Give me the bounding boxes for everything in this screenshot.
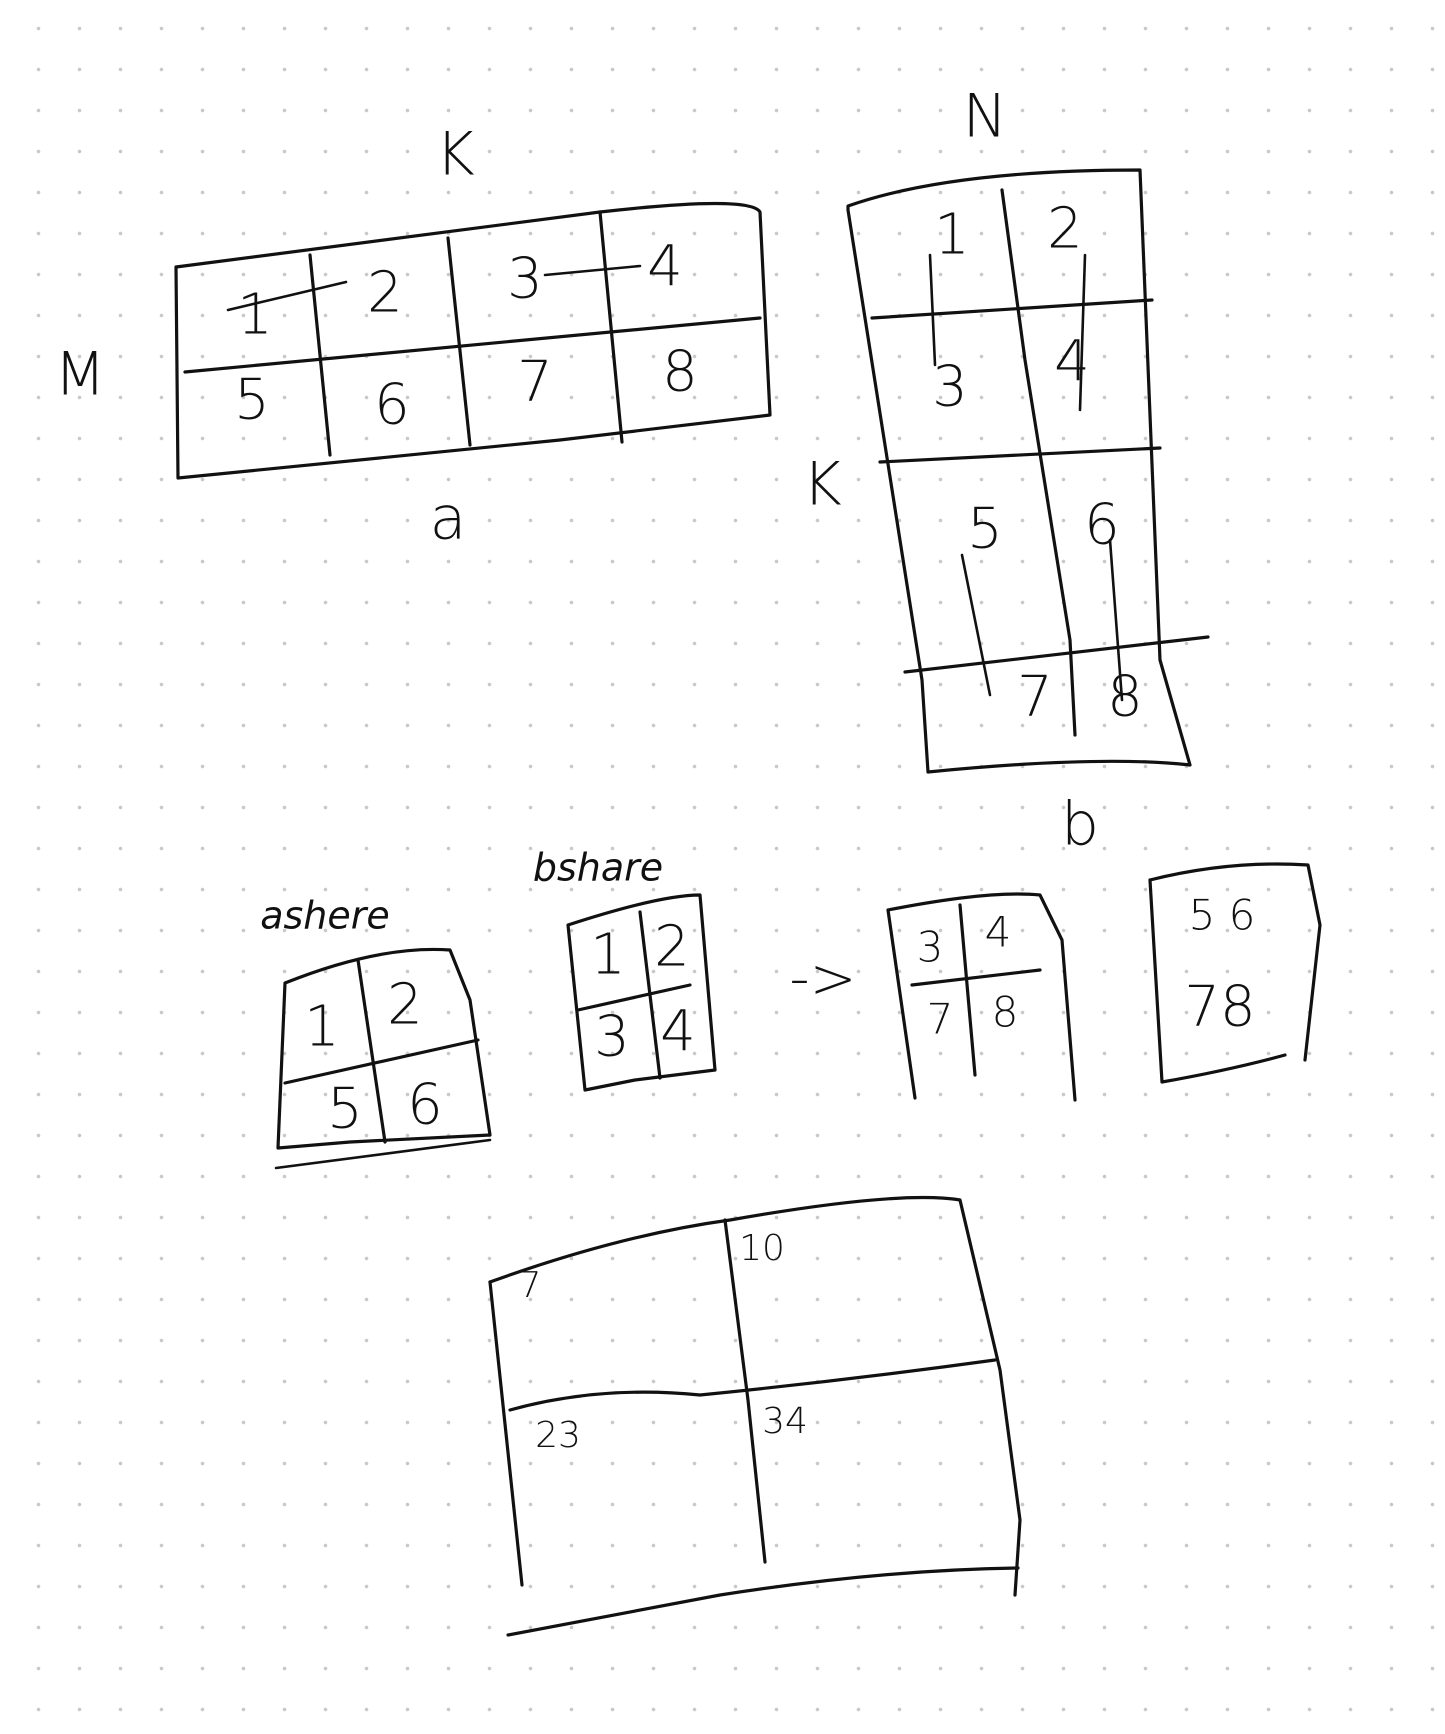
matrix-a-cell: 5 — [234, 367, 270, 432]
result-col-divider — [723, 1218, 767, 1564]
b-next-tile-1: 3 4 7 8 — [886, 892, 1077, 1102]
matrix-a-col-divider-1 — [308, 253, 332, 457]
b-shared-cell: 3 — [594, 1004, 630, 1069]
matrix-a-outline — [174, 201, 772, 480]
a-shared-cell: 6 — [407, 1072, 443, 1137]
result-bottom-edge — [506, 1566, 1020, 1637]
matrix-b-cell: 5 — [967, 496, 1003, 561]
result-row-divider — [508, 1358, 997, 1412]
b-next-2-outline — [1148, 862, 1322, 1084]
matrix-a-row-dim-label: M — [54, 340, 106, 410]
b-shared-label: bshare — [533, 846, 663, 890]
matrix-b-cell: 2 — [1047, 196, 1083, 261]
result-cell: 10 — [739, 1228, 785, 1269]
result-tile: 7 10 23 34 — [488, 1195, 1022, 1637]
matrix-b-col-divider — [1000, 188, 1077, 737]
matrix-a-cell: 1 — [237, 282, 273, 347]
matrix-b-cell: 4 — [1054, 329, 1090, 394]
matrix-a: K M 1 2 3 4 5 6 7 8 a — [54, 120, 772, 554]
b-shared-cell: 2 — [654, 914, 690, 979]
a-shared-cell: 2 — [387, 972, 423, 1037]
matrix-b-outline — [846, 168, 1192, 774]
matrix-a-cell: 4 — [647, 234, 683, 299]
b-shared-col-divider — [638, 910, 662, 1080]
matrix-b-cell: 1 — [934, 202, 970, 267]
matrix-a-cell: 3 — [507, 246, 543, 311]
a-shared-col-divider — [356, 958, 387, 1144]
matrix-a-col-dim-label: K — [435, 120, 474, 190]
b-next-1-cell: 8 — [992, 988, 1019, 1037]
matrix-a-col-divider-3 — [598, 210, 624, 444]
result-left-edge — [488, 1280, 524, 1587]
matrix-a-cell: 7 — [517, 349, 553, 414]
matrix-a-cell: 2 — [367, 260, 403, 325]
matrix-b-cell: 8 — [1107, 664, 1143, 729]
b-next-1-col-divider — [958, 903, 977, 1077]
b-next-tile-2: 5 6 78 — [1148, 862, 1322, 1084]
b-next-1-cell: 7 — [927, 995, 954, 1044]
matrix-b-trace-col1 — [928, 253, 992, 697]
b-shared-tile: bshare 1 2 3 4 — [533, 846, 717, 1092]
matrix-b: N K 1 2 3 4 5 6 7 8 b — [802, 82, 1210, 860]
b-next-1-cell: 3 — [917, 923, 944, 972]
matrix-b-row-divider-3 — [903, 635, 1210, 674]
a-shared-cell: 1 — [304, 994, 340, 1059]
result-cell: 7 — [519, 1265, 542, 1306]
a-shared-bottom-stroke — [274, 1138, 492, 1170]
matrix-b-cell: 6 — [1084, 492, 1120, 557]
matrix-b-row-divider-2 — [878, 446, 1162, 464]
matrix-b-row-divider-1 — [870, 298, 1154, 320]
matrix-a-name-label: a — [430, 484, 467, 554]
matrix-a-cell: 8 — [662, 339, 698, 404]
matrix-a-col-divider-2 — [446, 236, 472, 447]
result-cell: 23 — [535, 1415, 581, 1456]
a-shared-cell: 5 — [327, 1076, 363, 1141]
b-next-1-row-divider — [910, 968, 1042, 987]
a-shared-label: ashere — [260, 894, 390, 938]
result-cell: 34 — [762, 1401, 808, 1442]
result-outline — [488, 1195, 1022, 1597]
b-shared-cell: 1 — [590, 922, 626, 987]
a-shared-row-divider — [283, 1038, 480, 1085]
b-next-1-cell: 4 — [985, 908, 1012, 957]
matrix-b-row-dim-label: K — [802, 450, 841, 520]
matrix-b-cell: 7 — [1017, 664, 1053, 729]
a-shared-tile: ashere 1 2 5 6 — [260, 894, 492, 1170]
matrix-b-cell: 3 — [932, 354, 968, 419]
matrix-b-col-dim-label: N — [963, 82, 1008, 152]
a-shared-outline — [276, 947, 492, 1150]
transition-arrow: -> — [789, 946, 856, 1011]
b-shared-cell: 4 — [660, 999, 696, 1064]
matrix-a-cell: 6 — [374, 372, 410, 437]
b-next-1-outline — [886, 892, 1077, 1102]
matrix-b-trace-col2 — [1078, 253, 1124, 702]
b-shared-outline — [566, 893, 717, 1092]
matrix-a-row-divider — [183, 316, 762, 374]
matrix-b-name-label: b — [1061, 790, 1099, 860]
b-next-2-row: 78 — [1184, 974, 1255, 1039]
b-shared-row-divider — [576, 983, 692, 1012]
b-next-2-row: 5 6 — [1189, 891, 1256, 940]
matrix-a-trace-row1 — [226, 264, 642, 312]
